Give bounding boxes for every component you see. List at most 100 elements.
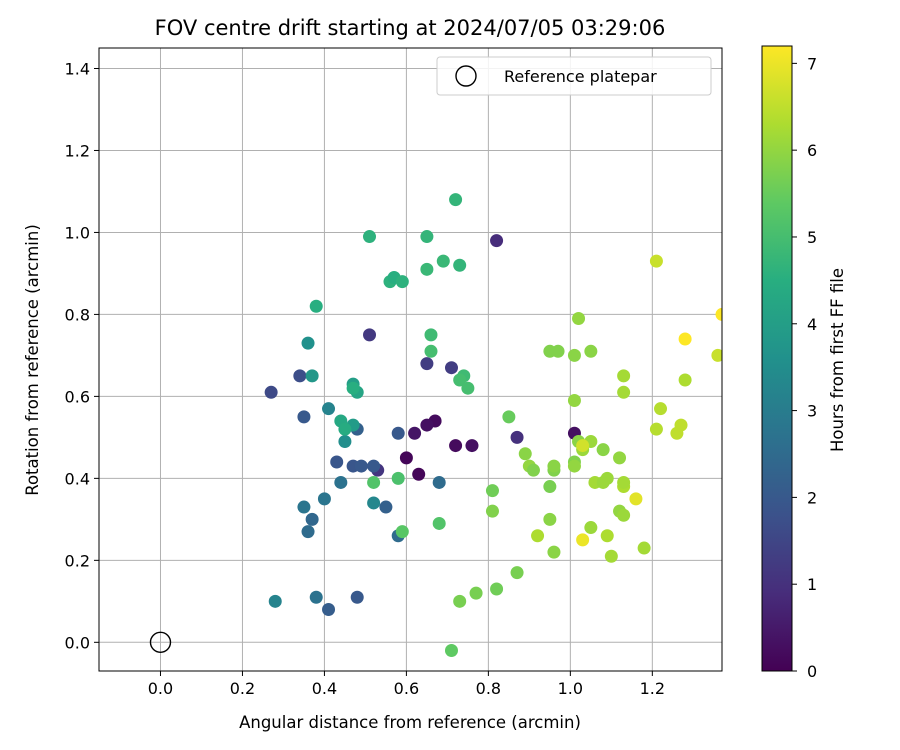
data-point bbox=[453, 258, 467, 272]
data-point bbox=[567, 459, 581, 473]
data-point bbox=[600, 471, 614, 485]
data-point bbox=[420, 230, 434, 244]
data-point bbox=[367, 496, 381, 510]
plot-area-frame bbox=[98, 47, 723, 672]
x-tick-label: 0.0 bbox=[148, 679, 173, 698]
colorbar-tick-label: 3 bbox=[807, 402, 817, 421]
data-point bbox=[526, 463, 540, 477]
data-point bbox=[367, 459, 381, 473]
y-tick-label: 0.0 bbox=[65, 633, 90, 652]
data-point bbox=[301, 525, 315, 539]
data-point bbox=[490, 234, 504, 248]
data-point bbox=[449, 439, 463, 453]
colorbar-tick-label: 4 bbox=[807, 315, 817, 334]
data-point bbox=[379, 500, 393, 514]
data-point bbox=[399, 451, 413, 465]
data-point bbox=[301, 336, 315, 350]
x-tick-label: 0.6 bbox=[394, 679, 419, 698]
colorbar: 0 1 2 3 4 5 6 7 Hours from first FF file bbox=[761, 45, 847, 681]
x-axis-label: Angular distance from reference (arcmin) bbox=[239, 713, 581, 732]
data-point bbox=[297, 410, 311, 424]
data-point bbox=[617, 475, 631, 489]
y-tick-label: 0.2 bbox=[65, 551, 90, 570]
data-point bbox=[490, 582, 504, 596]
data-point bbox=[547, 545, 561, 559]
data-point bbox=[543, 512, 557, 526]
data-point bbox=[674, 418, 688, 432]
data-point bbox=[338, 422, 352, 436]
data-point bbox=[293, 369, 307, 383]
data-point bbox=[678, 373, 692, 387]
data-point bbox=[436, 254, 450, 268]
data-point bbox=[350, 590, 364, 604]
y-tick-label: 0.8 bbox=[65, 305, 90, 324]
data-point bbox=[391, 471, 405, 485]
data-point bbox=[453, 594, 467, 608]
data-point bbox=[649, 422, 663, 436]
data-point bbox=[715, 307, 722, 321]
data-point bbox=[576, 439, 590, 453]
y-tick-label: 1.4 bbox=[65, 59, 90, 78]
data-point bbox=[412, 467, 426, 481]
x-tick-label: 0.8 bbox=[476, 679, 501, 698]
y-tick-label: 1.2 bbox=[65, 141, 90, 160]
data-point bbox=[613, 451, 627, 465]
data-point bbox=[268, 594, 282, 608]
data-point bbox=[637, 541, 651, 555]
data-point bbox=[576, 533, 590, 547]
data-point bbox=[322, 603, 336, 617]
data-point bbox=[617, 369, 631, 383]
colorbar-tick-label: 2 bbox=[807, 488, 817, 507]
data-point bbox=[600, 529, 614, 543]
data-point bbox=[453, 373, 467, 387]
y-axis-label: Rotation from reference (arcmin) bbox=[23, 224, 42, 496]
data-point bbox=[604, 549, 618, 563]
data-point bbox=[317, 492, 331, 506]
y-tick-label: 0.4 bbox=[65, 469, 90, 488]
legend-label: Reference platepar bbox=[504, 67, 657, 86]
data-point bbox=[485, 484, 499, 498]
x-axis-ticks: 0.0 0.2 0.4 0.6 0.8 1.0 1.2 bbox=[148, 671, 665, 698]
y-tick-label: 1.0 bbox=[65, 223, 90, 242]
data-point bbox=[420, 418, 434, 432]
colorbar-ticks: 0 1 2 3 4 5 6 7 bbox=[792, 54, 817, 681]
x-tick-label: 1.2 bbox=[640, 679, 665, 698]
data-point bbox=[510, 566, 524, 580]
data-point bbox=[432, 516, 446, 530]
data-point bbox=[391, 426, 405, 440]
y-tick-label: 0.6 bbox=[65, 387, 90, 406]
data-point bbox=[322, 402, 336, 416]
data-point bbox=[334, 475, 348, 489]
data-point bbox=[510, 430, 524, 444]
data-point bbox=[395, 525, 409, 539]
data-point bbox=[518, 447, 532, 461]
x-tick-label: 0.4 bbox=[312, 679, 337, 698]
data-point bbox=[424, 344, 438, 358]
legend-box bbox=[436, 56, 712, 96]
x-tick-label: 1.0 bbox=[558, 679, 583, 698]
data-point bbox=[346, 381, 360, 395]
data-point bbox=[584, 344, 598, 358]
legend: Reference platepar bbox=[436, 56, 712, 96]
y-axis-ticks: 0.0 0.2 0.4 0.6 0.8 1.0 1.2 1.4 bbox=[65, 59, 99, 652]
data-point bbox=[449, 193, 463, 207]
data-point bbox=[654, 402, 668, 416]
data-point bbox=[305, 512, 319, 526]
legend-marker-icon bbox=[455, 65, 477, 87]
data-point bbox=[567, 348, 581, 362]
data-point bbox=[432, 475, 446, 489]
data-point bbox=[469, 586, 483, 600]
data-point bbox=[309, 299, 323, 313]
data-point bbox=[420, 262, 434, 276]
data-point bbox=[551, 344, 565, 358]
data-point bbox=[543, 480, 557, 494]
data-point bbox=[584, 521, 598, 535]
colorbar-label: Hours from first FF file bbox=[828, 268, 847, 452]
data-point bbox=[305, 369, 319, 383]
data-point bbox=[420, 357, 434, 371]
data-point bbox=[424, 328, 438, 342]
data-point bbox=[531, 529, 545, 543]
data-point bbox=[629, 492, 643, 506]
colorbar-tick-label: 7 bbox=[807, 54, 817, 73]
